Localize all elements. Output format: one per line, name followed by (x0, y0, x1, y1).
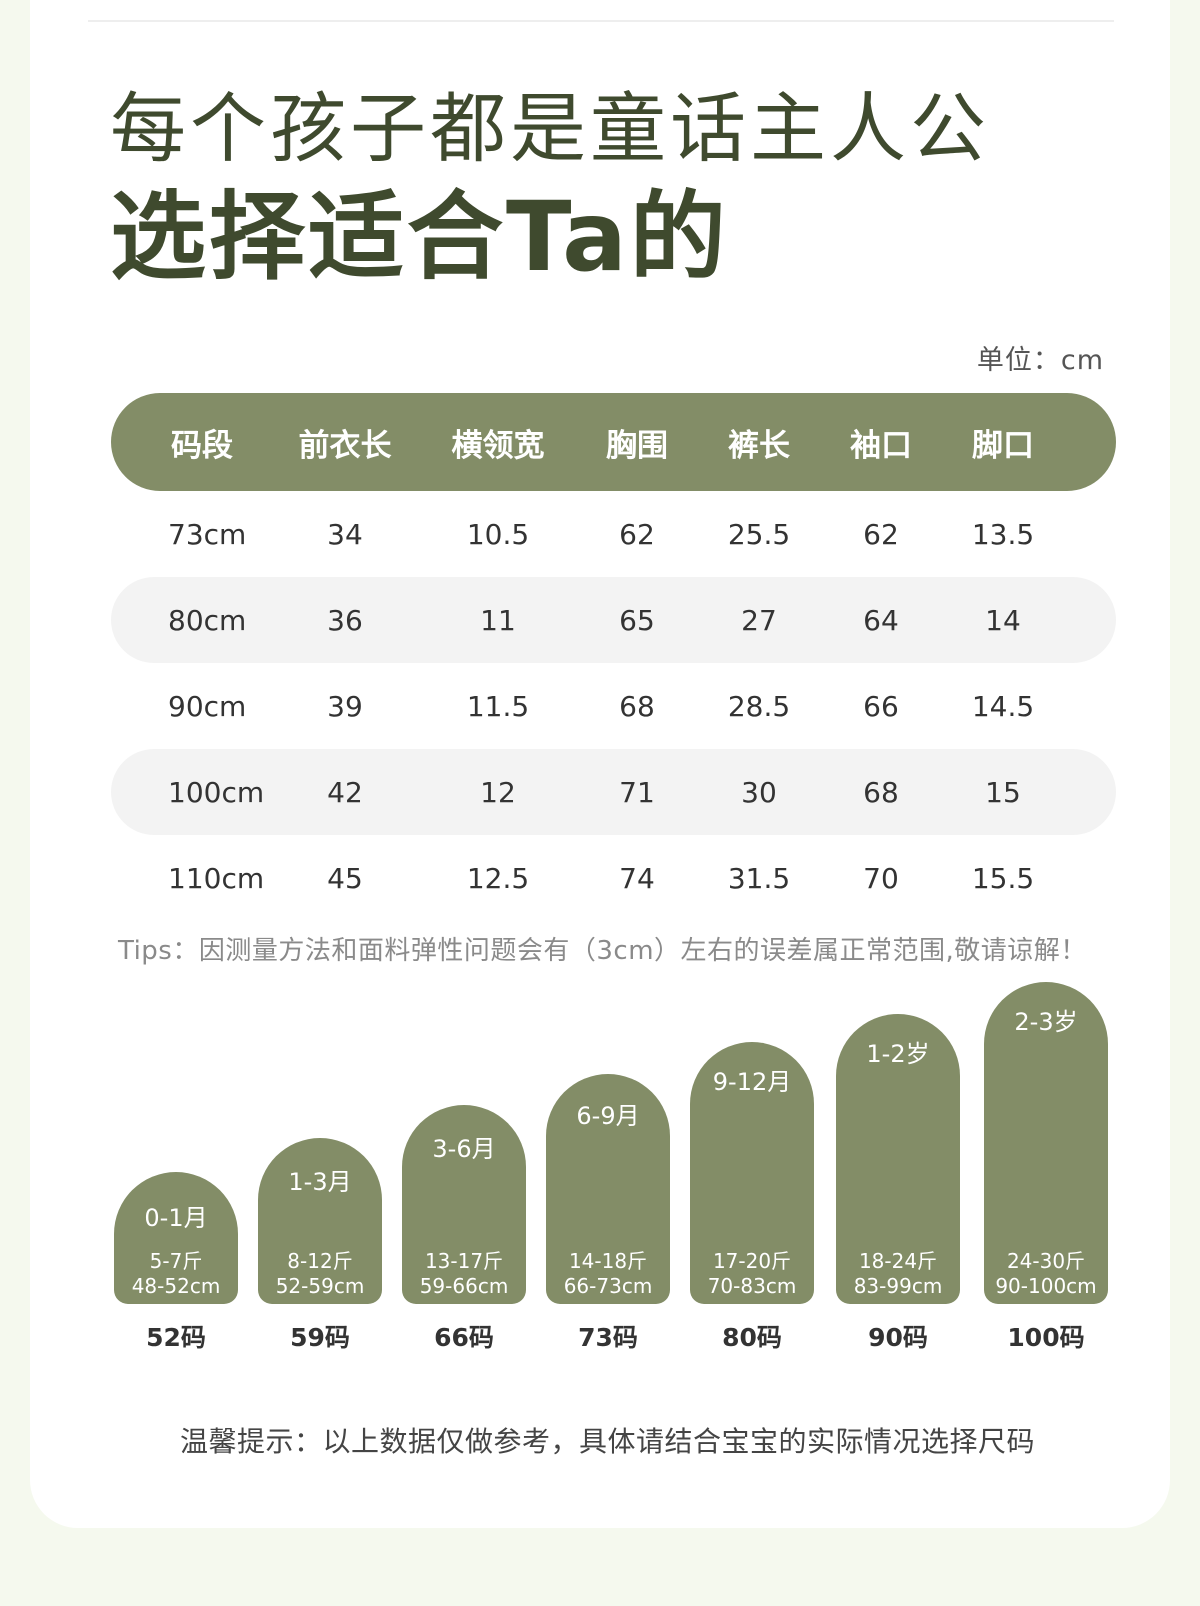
weight-label: 18-24斤 (858, 1249, 938, 1273)
height-label: 66-73cm (563, 1274, 653, 1298)
table-cell: 12.5 (466, 861, 530, 895)
table-cell: 10.5 (466, 517, 530, 551)
table-cell: 73cm (168, 517, 247, 551)
table-cell: 30 (741, 775, 777, 809)
header-cell-pant-length: 裤长 (728, 427, 790, 464)
table-cell: 110cm (168, 861, 265, 895)
age-arch: 9-12月 17-20斤 70-83cm (690, 1042, 814, 1304)
table-cell: 70 (863, 861, 899, 895)
size-table-header: 码段 前衣长 横领宽 胸围 裤长 袖口 脚口 (111, 393, 1116, 491)
table-cell: 11.5 (466, 689, 530, 723)
header-cell-cuff: 袖口 (850, 427, 912, 464)
age-arch: 1-2岁 18-24斤 83-99cm (836, 1014, 960, 1304)
age-arch: 6-9月 14-18斤 66-73cm (546, 1074, 670, 1304)
age-label: 6-9月 (576, 1102, 640, 1130)
table-cell: 74 (619, 861, 655, 895)
table-cell: 62 (619, 517, 655, 551)
table-row: 100cm 42 12 71 30 68 15 (111, 749, 1116, 835)
table-cell: 15.5 (971, 861, 1035, 895)
table-cell: 80cm (168, 603, 247, 637)
table-cell: 31.5 (727, 861, 791, 895)
size-label: 90码 (868, 1323, 928, 1352)
headline-line-1: 每个孩子都是童话主人公 (110, 84, 990, 173)
weight-label: 24-30斤 (1006, 1249, 1086, 1273)
weight-label: 13-17斤 (424, 1249, 504, 1273)
age-arch: 0-1月 5-7斤 48-52cm (114, 1172, 238, 1304)
table-cell: 64 (863, 603, 899, 637)
header-cell-size-range: 码段 (171, 427, 233, 464)
header-cell-front-length: 前衣长 (298, 427, 392, 464)
size-label: 80码 (722, 1323, 782, 1352)
age-label: 1-2岁 (866, 1040, 930, 1068)
height-label: 83-99cm (853, 1274, 943, 1298)
table-cell: 90cm (168, 689, 247, 723)
age-label: 9-12月 (712, 1068, 792, 1096)
age-arch: 1-3月 8-12斤 52-59cm (258, 1138, 382, 1304)
header-cell-leg-opening: 脚口 (972, 427, 1034, 464)
table-cell: 68 (619, 689, 655, 723)
height-label: 59-66cm (419, 1274, 509, 1298)
table-cell: 15 (985, 775, 1021, 809)
table-cell: 11 (480, 603, 516, 637)
age-label: 0-1月 (144, 1204, 208, 1232)
age-label: 2-3岁 (1014, 1008, 1078, 1036)
size-label: 100码 (1007, 1323, 1085, 1352)
height-label: 70-83cm (707, 1274, 797, 1298)
table-cell: 68 (863, 775, 899, 809)
table-cell: 28.5 (727, 689, 791, 723)
age-label: 1-3月 (288, 1168, 352, 1196)
size-label: 66码 (434, 1323, 494, 1352)
age-arch: 2-3岁 24-30斤 90-100cm (984, 982, 1108, 1304)
header-cell-chest: 胸围 (606, 427, 668, 464)
headline-line-2: 选择适合Ta的 (110, 181, 729, 293)
reminder-note: 温馨提示：以上数据仅做参考，具体请结合宝宝的实际情况选择尺码 (180, 1425, 1036, 1458)
table-cell: 14 (985, 603, 1021, 637)
table-cell: 34 (327, 517, 363, 551)
table-cell: 42 (327, 775, 363, 809)
table-row: 80cm 36 11 65 27 64 14 (111, 577, 1116, 663)
height-label: 52-59cm (275, 1274, 365, 1298)
table-cell: 12 (480, 775, 516, 809)
table-cell: 100cm (168, 775, 265, 809)
table-cell: 36 (327, 603, 363, 637)
table-cell: 71 (619, 775, 655, 809)
size-table: 码段 前衣长 横领宽 胸围 裤长 袖口 脚口 73cm 34 10.5 62 2… (111, 393, 1116, 921)
table-cell: 62 (863, 517, 899, 551)
size-label: 52码 (146, 1323, 206, 1352)
age-label: 3-6月 (432, 1135, 496, 1163)
table-cell: 27 (741, 603, 777, 637)
table-row: 90cm 39 11.5 68 28.5 66 14.5 (111, 663, 1116, 749)
size-label: 59码 (290, 1323, 350, 1352)
table-cell: 39 (327, 689, 363, 723)
table-cell: 25.5 (727, 517, 791, 551)
weight-label: 8-12斤 (287, 1249, 353, 1273)
unit-note: 单位：cm (976, 345, 1104, 376)
table-cell: 45 (327, 861, 363, 895)
table-cell: 14.5 (971, 689, 1035, 723)
size-label: 73码 (578, 1323, 638, 1352)
divider (88, 20, 1114, 22)
table-cell: 13.5 (971, 517, 1035, 551)
weight-label: 17-20斤 (712, 1249, 792, 1273)
table-cell: 65 (619, 603, 655, 637)
table-cell: 66 (863, 689, 899, 723)
height-label: 48-52cm (131, 1274, 221, 1298)
weight-label: 5-7斤 (149, 1249, 203, 1273)
age-size-guide: 0-1月 5-7斤 48-52cm 52码 1-3月 8-12斤 52-59cm… (114, 982, 1114, 1380)
height-label: 90-100cm (995, 1274, 1097, 1298)
header-cell-neck-width: 横领宽 (451, 427, 545, 464)
weight-label: 14-18斤 (568, 1249, 648, 1273)
age-arch: 3-6月 13-17斤 59-66cm (402, 1105, 526, 1304)
table-row: 110cm 45 12.5 74 31.5 70 15.5 (111, 835, 1116, 921)
table-row: 73cm 34 10.5 62 25.5 62 13.5 (111, 491, 1116, 577)
tips-note: Tips：因测量方法和面料弹性问题会有（3cm）左右的误差属正常范围,敬请谅解！ (118, 936, 1087, 966)
